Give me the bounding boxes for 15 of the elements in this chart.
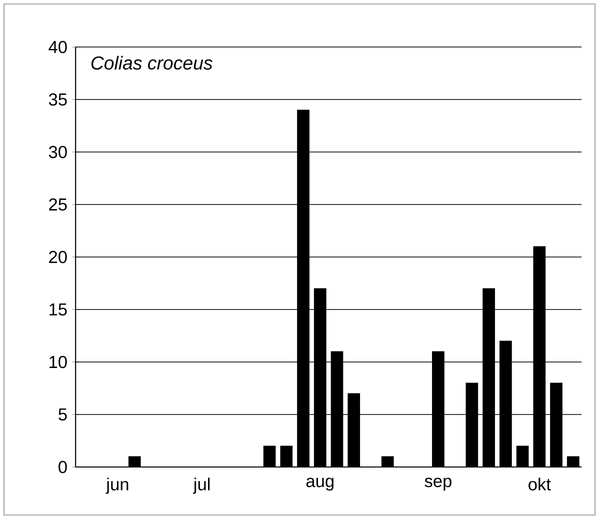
x-tick-label: aug bbox=[306, 478, 334, 491]
y-tick-label: 10 bbox=[50, 356, 67, 368]
y-tick-label: 15 bbox=[50, 303, 67, 316]
x-tick-label: okt bbox=[528, 478, 551, 490]
y-tick-label: 25 bbox=[49, 198, 67, 211]
y-tick-label: 40 bbox=[48, 40, 67, 54]
y-tick-label: 5 bbox=[58, 408, 67, 421]
x-tick-label: jul bbox=[192, 478, 210, 494]
x-tick-label: sep bbox=[424, 478, 452, 491]
y-tick-label: 0 bbox=[58, 460, 67, 474]
y-tick-label: 30 bbox=[48, 146, 67, 158]
chart-title: Colias croceus bbox=[91, 56, 212, 70]
x-tick-label: jun bbox=[106, 478, 128, 494]
y-tick-label: 35 bbox=[48, 93, 67, 106]
y-tick-label: 20 bbox=[49, 250, 67, 264]
